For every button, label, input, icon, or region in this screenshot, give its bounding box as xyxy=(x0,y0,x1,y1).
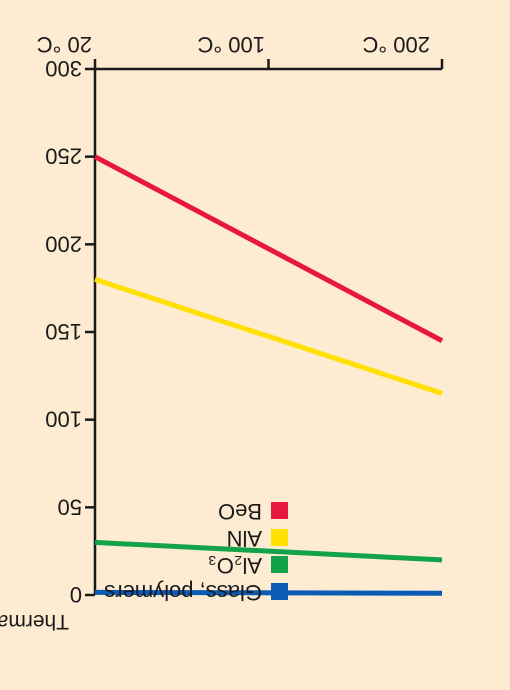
y-tick-label-4: 200 xyxy=(45,231,82,256)
y-tick-label-2: 100 xyxy=(45,407,82,432)
series-line-0 xyxy=(94,589,443,596)
x-tick-label-1: 100 °C xyxy=(197,32,265,57)
y-tick-label-0: 0 xyxy=(70,582,82,607)
x-tick-label-2: 200 °C xyxy=(362,32,430,57)
series-line-1 xyxy=(94,539,443,563)
y-tick-label-5: 250 xyxy=(45,144,82,169)
x-tick-labels: 20 °C 100 °C 200 °C xyxy=(37,32,430,57)
legend-swatch-1 xyxy=(271,556,288,573)
legend-swatch-0 xyxy=(271,583,288,600)
y-tick-label-6: 300 xyxy=(45,56,82,81)
x-tick-label-0: 20 °C xyxy=(37,32,92,57)
legend-swatch-2 xyxy=(271,529,288,546)
legend-label-1: Al₂O₃ xyxy=(208,553,262,578)
legend-label-0: Glass, polymers xyxy=(104,580,262,605)
y-tick-labels: 0 50 100 150 200 250 300 xyxy=(45,56,82,607)
legend-swatch-3 xyxy=(271,502,288,519)
series-line-2 xyxy=(94,277,443,396)
y-tick-label-3: 150 xyxy=(45,319,82,344)
series-lines xyxy=(93,154,444,596)
y-tick-label-1: 50 xyxy=(58,494,82,519)
legend-label-3: BeO xyxy=(218,499,262,524)
series-line-3 xyxy=(93,154,444,343)
legend-label-2: AlN xyxy=(227,526,262,551)
axis-ticks xyxy=(85,59,444,597)
chart-mirror-group: 0 50 100 150 200 250 300 20 °C 100 °C 200 °C The… xyxy=(0,32,444,633)
y-axis-label: Thermal conductivity xyxy=(0,610,69,633)
